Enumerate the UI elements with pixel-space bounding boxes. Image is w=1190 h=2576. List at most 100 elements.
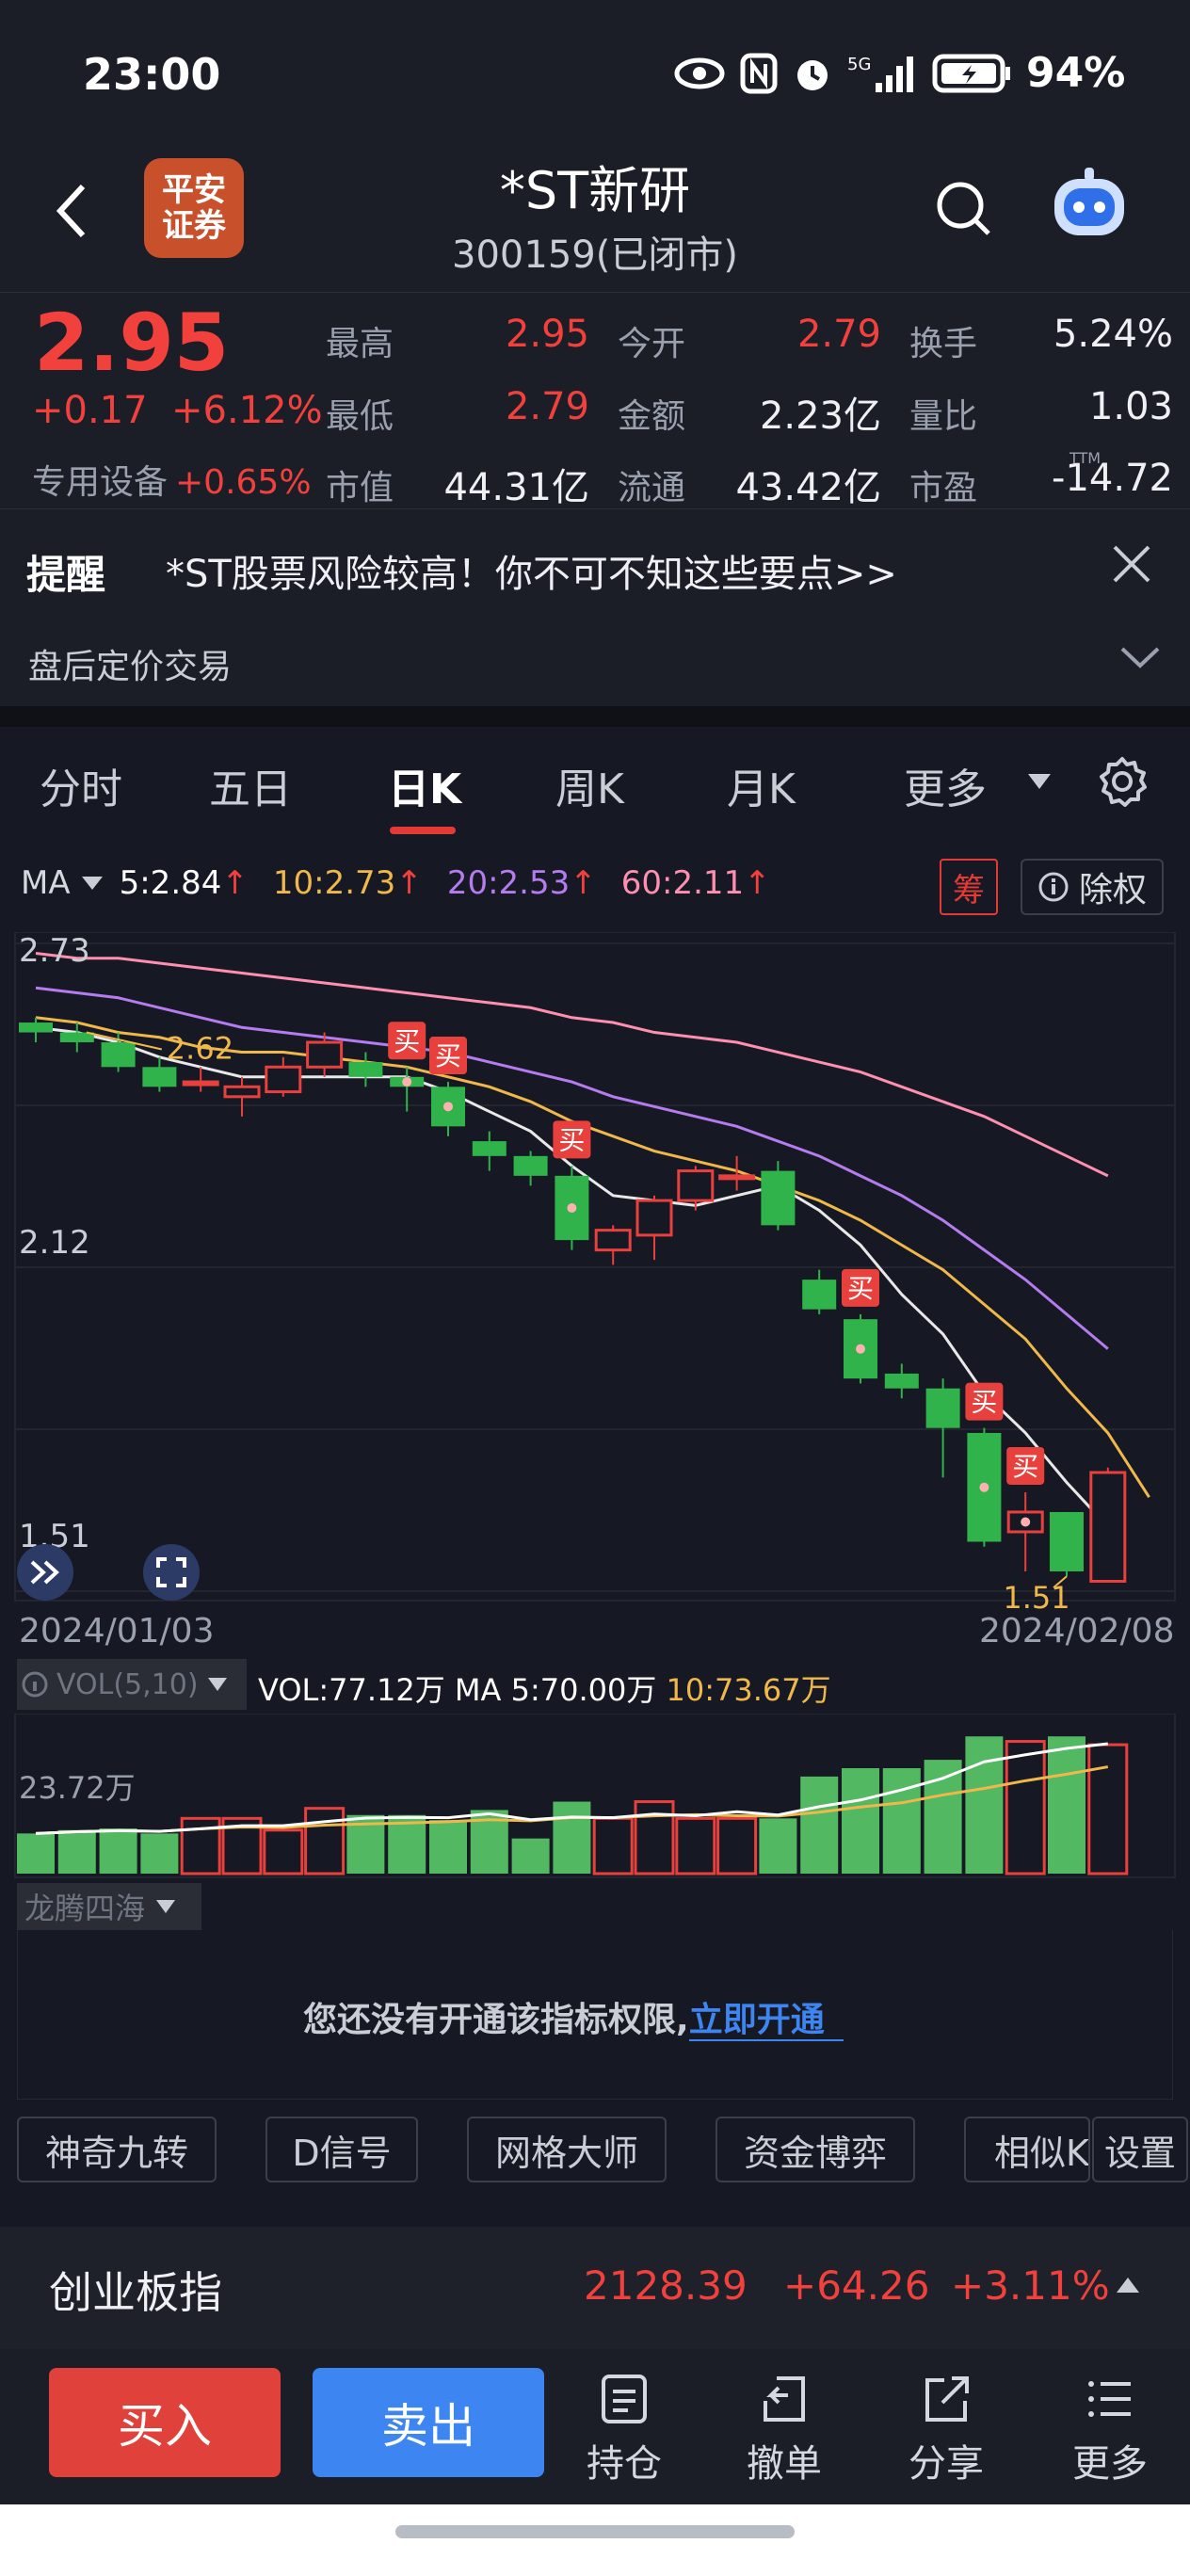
expand-up-icon[interactable] bbox=[1115, 2276, 1141, 2294]
buy-signal-label: 买 bbox=[971, 1387, 997, 1418]
x-axis-start: 2024/01/03 bbox=[19, 1612, 215, 1650]
buy-signal-badge bbox=[429, 1037, 467, 1075]
ma-value: 10:2.73↑ bbox=[273, 864, 423, 902]
signal-icon: 5G bbox=[847, 55, 913, 92]
fullscreen-button[interactable] bbox=[143, 1544, 200, 1601]
candlestick-chart[interactable]: 买买买买买买2.621.51 bbox=[0, 932, 1190, 1610]
candle-body bbox=[635, 1199, 673, 1237]
reminder-text[interactable]: *ST股票风险较高！你不可不知这些要点>> bbox=[166, 553, 897, 596]
chart-frame bbox=[14, 932, 1176, 1602]
candle-body bbox=[142, 1067, 177, 1087]
index-ticker[interactable]: 创业板指 2128.39 +64.26 +3.11% bbox=[0, 2227, 1190, 2349]
change-percent: +6.12% bbox=[171, 389, 323, 432]
ex-rights-button[interactable]: 除权 bbox=[1021, 859, 1164, 915]
trade-bar: 买入 卖出 bbox=[0, 2349, 1190, 2504]
positions-button[interactable]: 持仓 bbox=[572, 2373, 676, 2487]
undo-order-icon bbox=[764, 2376, 805, 2422]
candle-body bbox=[223, 1085, 261, 1099]
after-hours-label[interactable]: 盘后定价交易 bbox=[28, 648, 233, 686]
double-chevron-right-icon bbox=[30, 1560, 59, 1585]
share-button[interactable]: 分享 bbox=[894, 2373, 998, 2487]
expand-history-button[interactable] bbox=[17, 1544, 73, 1601]
tool-settings[interactable]: 设置 bbox=[1092, 2117, 1188, 2182]
candle-body bbox=[677, 1169, 715, 1202]
volume-ma5-line bbox=[35, 1742, 1108, 1835]
ex-rights-label: 除权 bbox=[1078, 871, 1147, 910]
quote-field-value: 44.31亿 bbox=[443, 466, 589, 509]
market-status: (已闭市) bbox=[595, 233, 738, 277]
tool-fund-game[interactable]: 资金博弈 bbox=[716, 2117, 915, 2182]
indicator-name: 龙腾四海 bbox=[24, 1891, 146, 1926]
robot-assistant-icon[interactable] bbox=[1047, 166, 1132, 245]
candle-body bbox=[101, 1042, 136, 1068]
buy-signal-badge bbox=[842, 1268, 879, 1307]
cancel-order-button[interactable]: 撤单 bbox=[732, 2373, 836, 2487]
candle-body bbox=[19, 1022, 53, 1033]
y-tick-mid: 2.12 bbox=[19, 1224, 90, 1262]
status-time: 23:00 bbox=[83, 49, 221, 100]
broker-logo[interactable]: 平安证券 bbox=[144, 158, 244, 258]
ma20-line bbox=[35, 986, 1109, 1350]
info-icon bbox=[22, 1671, 48, 1698]
volume-bar bbox=[1048, 1736, 1085, 1874]
ma-value-text: 5:2.84 bbox=[119, 864, 222, 902]
volume-indicator-selector[interactable]: VOL(5,10) bbox=[17, 1659, 247, 1710]
stock-code-status: 300159(已闭市) bbox=[0, 224, 1190, 279]
high-annotation: 2.62 bbox=[167, 1031, 233, 1067]
search-icon[interactable] bbox=[934, 179, 994, 239]
indicator-selector[interactable]: 龙腾四海 bbox=[17, 1883, 201, 1930]
status-icons: 5G 94% bbox=[674, 49, 1125, 97]
tool-similar-k[interactable]: 相似K bbox=[964, 2117, 1090, 2182]
tool-magic-nine[interactable]: 神奇九转 bbox=[17, 2117, 217, 2182]
section-gap bbox=[0, 706, 1190, 727]
gear-icon[interactable] bbox=[1096, 755, 1149, 808]
quote-field-label: 流通 bbox=[618, 469, 686, 507]
close-icon[interactable] bbox=[1111, 543, 1152, 585]
buy-signal-label: 买 bbox=[558, 1124, 585, 1155]
tab-daily-k[interactable]: 日K bbox=[388, 765, 462, 813]
home-indicator[interactable] bbox=[395, 2525, 795, 2538]
back-arrow-icon[interactable] bbox=[53, 181, 90, 241]
volume-bar bbox=[1087, 1743, 1129, 1876]
sector-row[interactable]: 专用设备 +0.65% bbox=[32, 455, 312, 504]
more-button[interactable]: 更多 bbox=[1058, 2373, 1162, 2487]
tab-five-day[interactable]: 五日 bbox=[209, 765, 292, 813]
volume-value: VOL:77.12万 bbox=[258, 1672, 445, 1708]
candle-body bbox=[761, 1170, 796, 1226]
tool-d-signal[interactable]: D信号 bbox=[265, 2117, 418, 2182]
sell-button[interactable]: 卖出 bbox=[313, 2368, 544, 2477]
volume-indicator-label: VOL(5,10) bbox=[56, 1667, 199, 1701]
battery-icon bbox=[932, 54, 1010, 92]
volume-bar bbox=[716, 1816, 758, 1876]
tool-grid-master[interactable]: 网格大师 bbox=[467, 2117, 667, 2182]
system-nav-bar bbox=[0, 2504, 1190, 2576]
quote-field-value: 2.79 bbox=[505, 385, 589, 428]
buy-signal-label: 买 bbox=[1012, 1451, 1038, 1482]
volume-legend: VOL:77.12万 MA 5:70.00万 10:73.67万 bbox=[258, 1666, 831, 1710]
volume-bar bbox=[634, 1800, 675, 1876]
open-permission-link[interactable]: 立即开通 bbox=[688, 2001, 844, 2041]
tab-monthly-k[interactable]: 月K bbox=[727, 765, 796, 813]
buy-signal-dot bbox=[402, 1077, 412, 1087]
last-price: 2.95 bbox=[34, 297, 230, 389]
chip-distribution-button[interactable]: 筹 bbox=[940, 859, 998, 915]
ttm-superscript: TTM bbox=[1069, 449, 1102, 467]
candle-body bbox=[306, 1040, 344, 1069]
ma-label[interactable]: MA bbox=[21, 864, 71, 902]
tab-weekly-k[interactable]: 周K bbox=[555, 765, 624, 813]
buy-signal-dot bbox=[979, 1482, 989, 1492]
volume-chart[interactable] bbox=[0, 1714, 1190, 1879]
buy-button[interactable]: 买入 bbox=[49, 2368, 281, 2477]
ma-values: 5:2.84↑ 10:2.73↑ 20:2.53↑ 60:2.11↑ bbox=[120, 864, 796, 902]
dropdown-triangle-icon[interactable] bbox=[1026, 772, 1053, 791]
quote-field-value: -14.72 bbox=[1052, 457, 1173, 500]
tab-more[interactable]: 更多 bbox=[904, 765, 987, 813]
change-value: +0.17 bbox=[32, 389, 148, 432]
indicator-locked-message: 您还没有开通该指标权限,立即开通 bbox=[303, 1992, 844, 2041]
quote-field-value: 2.23亿 bbox=[759, 394, 881, 438]
ma-dropdown-icon[interactable] bbox=[80, 875, 105, 892]
sector-percent: +0.65% bbox=[175, 463, 312, 502]
indicator-panel bbox=[17, 1930, 1173, 2100]
tab-intraday[interactable]: 分时 bbox=[40, 765, 122, 813]
chevron-down-icon[interactable] bbox=[1118, 643, 1162, 671]
